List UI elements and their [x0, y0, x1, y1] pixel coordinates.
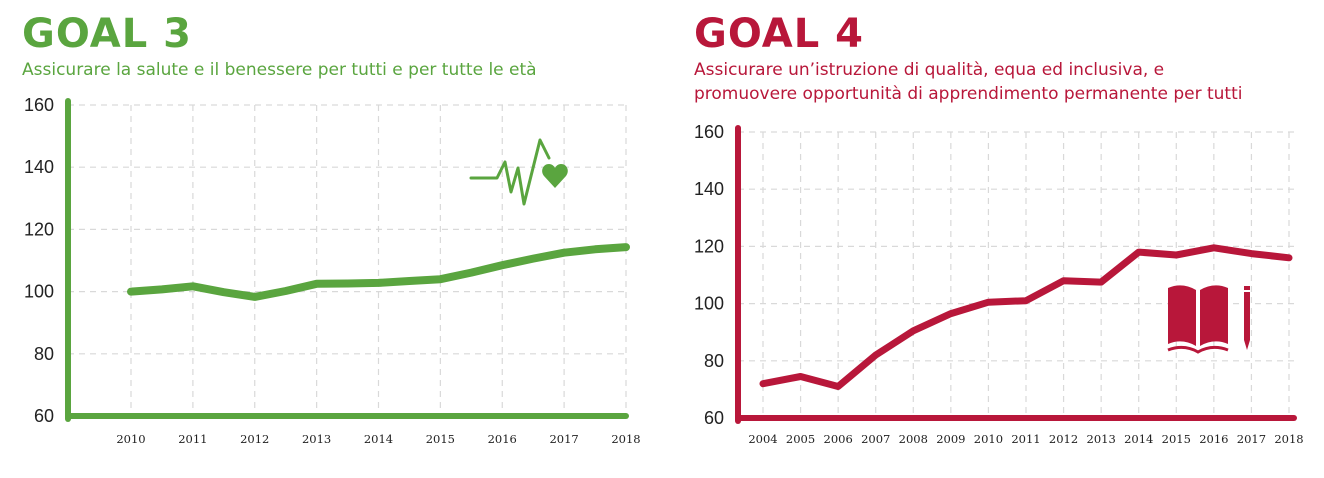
book-base-icon — [1167, 345, 1229, 354]
data-point — [1063, 280, 1065, 282]
data-point — [285, 290, 287, 292]
x-tick-label: 2012 — [240, 432, 269, 446]
data-point — [316, 283, 318, 285]
x-tick-label: 2017 — [1237, 432, 1266, 446]
data-point — [1100, 281, 1102, 283]
x-tick-label: 2015 — [1162, 432, 1191, 446]
data-point — [1138, 251, 1140, 253]
y-tick-label: 60 — [34, 406, 54, 426]
data-point — [625, 246, 627, 248]
data-point — [950, 313, 952, 315]
y-tick-label: 120 — [24, 219, 54, 239]
x-tick-label: 2006 — [824, 432, 853, 446]
goal4-chart: 60 80 100 120 140 160 2004 2005 2006 2007 2008 2009… — [694, 122, 1304, 446]
data-point — [130, 291, 132, 293]
x-tick-label: 2014 — [1124, 432, 1153, 446]
data-point — [594, 248, 596, 250]
data-point — [223, 291, 225, 293]
x-tick-label: 2018 — [1274, 432, 1303, 446]
x-tick-label: 2010 — [974, 432, 1003, 446]
heart-icon — [542, 164, 568, 188]
x-tick-label: 2016 — [488, 432, 517, 446]
open-book-pencil-icon — [1167, 285, 1250, 354]
data-point — [837, 386, 839, 388]
goal3-title: GOAL 3 — [22, 11, 192, 57]
data-point — [1250, 253, 1252, 255]
data-point — [192, 285, 194, 287]
x-tick-label: 2011 — [178, 432, 207, 446]
y-tick-label: 80 — [704, 351, 724, 371]
goal4-subtitle-line-1: Assicurare un’istruzione di qualità, equ… — [694, 60, 1165, 80]
y-tick-label: 120 — [694, 236, 724, 256]
data-point — [470, 272, 472, 274]
data-point — [563, 252, 565, 254]
data-point — [800, 376, 802, 378]
x-tick-label: 2007 — [861, 432, 890, 446]
data-point — [912, 330, 914, 332]
heartbeat-heart-icon — [469, 138, 568, 206]
goal3-subtitle-line: Assicurare la salute e il benessere per … — [22, 60, 537, 80]
data-point — [987, 301, 989, 303]
goal4-subtitle-line-2: promuovere opportunità di apprendimento … — [694, 84, 1243, 104]
x-tick-label: 2016 — [1199, 432, 1228, 446]
data-point — [347, 283, 349, 285]
goal4-title: GOAL 4 — [694, 11, 864, 57]
goal3-panel: GOAL 3 Assicurare la salute e il benesse… — [0, 0, 642, 478]
x-tick-label: 2008 — [899, 432, 928, 446]
goal4-panel: GOAL 4 Assicurare un’istruzione di quali… — [660, 0, 1324, 478]
data-point — [408, 280, 410, 282]
x-tick-label: 2017 — [549, 432, 578, 446]
data-point — [1175, 254, 1177, 256]
y-tick-label: 160 — [694, 122, 724, 142]
y-tick-label: 100 — [694, 294, 724, 314]
data-point — [161, 288, 163, 290]
x-tick-label: 2012 — [1049, 432, 1078, 446]
data-point — [439, 278, 441, 280]
y-tick-label: 140 — [24, 157, 54, 177]
x-tick-label: 2013 — [302, 432, 331, 446]
data-point — [532, 258, 534, 260]
x-tick-label: 2009 — [936, 432, 965, 446]
goal3-chart: 60 80 100 120 140 160 2010 2011 2012 2013 2014 2015… — [24, 95, 641, 446]
x-tick-label: 2004 — [748, 432, 777, 446]
x-tick-label: 2011 — [1011, 432, 1040, 446]
y-tick-label: 80 — [34, 344, 54, 364]
x-tick-label: 2010 — [116, 432, 145, 446]
y-tick-label: 160 — [24, 95, 54, 115]
data-point — [1288, 257, 1290, 259]
book-right-page-icon — [1200, 285, 1228, 346]
data-point — [875, 354, 877, 356]
x-tick-label: 2015 — [426, 432, 455, 446]
x-tick-label: 2018 — [611, 432, 640, 446]
y-tick-label: 60 — [704, 408, 724, 428]
pencil-cap-icon — [1244, 286, 1250, 290]
data-point — [254, 296, 256, 298]
x-tick-label: 2005 — [786, 432, 815, 446]
data-point — [1213, 247, 1215, 249]
y-tick-label: 100 — [24, 282, 54, 302]
pencil-icon — [1244, 292, 1250, 350]
y-tick-label: 140 — [694, 179, 724, 199]
data-point — [378, 282, 379, 284]
data-point — [501, 264, 503, 266]
x-tick-label: 2014 — [364, 432, 393, 446]
book-left-page-icon — [1168, 285, 1196, 346]
goal3-subtitle: Assicurare la salute e il benessere per … — [22, 58, 642, 82]
goal4-subtitle: Assicurare un’istruzione di qualità, equ… — [694, 58, 1324, 106]
data-point — [1025, 300, 1027, 302]
data-point — [762, 383, 764, 385]
x-tick-label: 2013 — [1087, 432, 1116, 446]
heartbeat-line-icon — [469, 138, 551, 206]
